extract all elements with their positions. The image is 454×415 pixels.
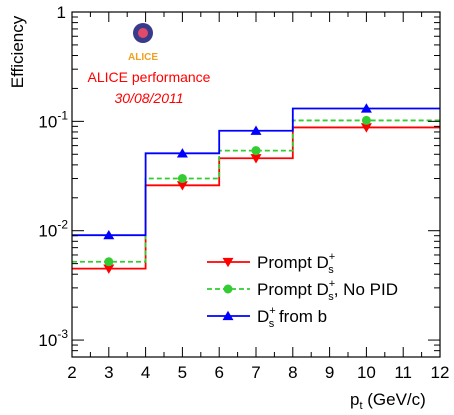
legend-label-part: , No PID [334, 280, 398, 299]
legend-label-part: s [269, 318, 275, 330]
x-tick-label: 9 [325, 363, 334, 382]
performance-label: ALICE performance [88, 69, 211, 85]
series-1-point-2 [176, 181, 188, 191]
y-tick-exponent: -3 [57, 327, 68, 341]
x-axis-title-main: p [350, 390, 359, 409]
alice-logo: ALICE [128, 23, 158, 63]
y-tick-label: 10-2 [38, 218, 68, 241]
y-tick-label: 10-1 [38, 108, 68, 131]
legend-marker-3 [222, 310, 234, 321]
series-3-point-4 [360, 103, 372, 113]
legend-label-part: + [329, 251, 335, 263]
y-tick-base: 10 [38, 331, 57, 350]
series-2 [72, 115, 440, 267]
legend-label-part: from b [274, 307, 327, 326]
y-tick-label: 10-3 [38, 327, 68, 350]
x-tick-label: 3 [104, 363, 113, 382]
series-2-point-4 [361, 115, 371, 125]
x-axis-title: pt (GeV/c) [350, 390, 426, 412]
x-axis-title-sub: t [359, 400, 362, 412]
performance-date: 30/08/2011 [114, 90, 183, 106]
legend-label-part: D [257, 307, 269, 326]
y-axis-title: Efficiency [8, 15, 27, 88]
x-tick-label: 2 [67, 363, 76, 382]
legend-label-part: Prompt D [257, 280, 329, 299]
x-tick-label: 4 [141, 363, 150, 382]
y-tick-base: 10 [38, 112, 57, 131]
x-tick-label: 8 [288, 363, 297, 382]
legend-label-3: D+ s from b [257, 305, 327, 330]
y-tick-base: 10 [38, 222, 57, 241]
series-3-point-1 [103, 229, 115, 240]
x-tick-label: 10 [357, 363, 376, 382]
series-1-point-3 [250, 154, 262, 164]
series-3-point-3 [250, 125, 262, 135]
x-tick-label: 11 [394, 363, 412, 382]
legend-label-1: Prompt D+ s [257, 251, 335, 276]
x-tick-label: 12 [431, 363, 450, 382]
series-2-point-2 [177, 174, 187, 184]
x-axis-title-unit: (GeV/c) [363, 390, 426, 409]
series-1-point-4 [360, 123, 372, 133]
legend-marker-1 [222, 257, 234, 268]
logo-text: ALICE [128, 52, 158, 63]
legend-label-part: s [328, 264, 334, 276]
y-tick-exponent: -2 [57, 218, 68, 232]
x-tick-label: 5 [178, 363, 187, 382]
logo-core [138, 28, 148, 38]
legend-label-part: s [328, 291, 334, 303]
series-3-point-2 [176, 148, 188, 158]
x-tick-label: 6 [214, 363, 223, 382]
series-1-point-1 [103, 264, 115, 274]
legend-marker-2 [223, 284, 233, 294]
series-2-point-3 [251, 146, 261, 156]
plot-area [72, 103, 440, 274]
series-2-line [72, 119, 440, 263]
y-tick-label: 1 [57, 3, 66, 22]
series-3 [72, 103, 440, 240]
x-tick-label: 7 [251, 363, 260, 382]
series-2-point-1 [104, 257, 114, 267]
series-3-line [72, 107, 440, 237]
legend-label-part: + [329, 278, 335, 290]
y-tick-exponent: -1 [57, 108, 68, 122]
legend-label-part: Prompt D [257, 253, 329, 272]
legend-label-2: Prompt D+ s, No PID [257, 278, 398, 303]
legend-label-part: + [269, 305, 275, 317]
